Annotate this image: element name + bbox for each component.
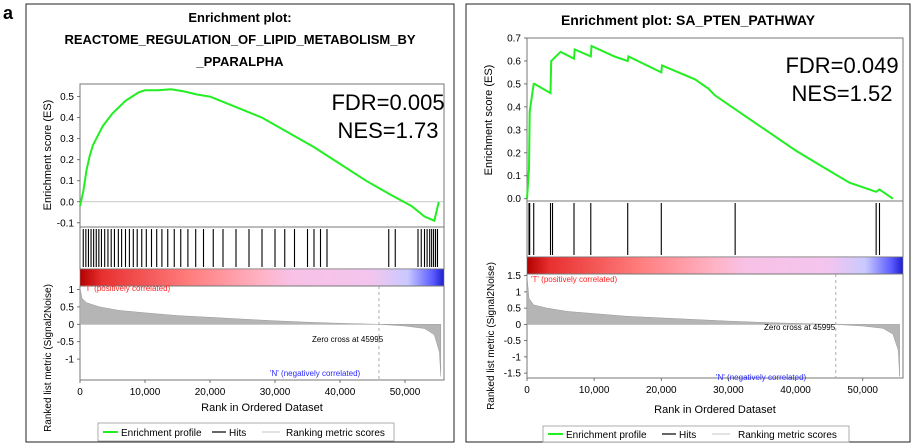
es-y-axis-label: Enrichment score (ES) <box>483 65 495 176</box>
rank-y-tick-label: 1 <box>68 285 74 296</box>
rank-y-tick-label: 0 <box>68 320 74 331</box>
x-tick-label: 40,000 <box>325 387 356 398</box>
x-tick-label: 0 <box>524 385 530 396</box>
rank-plot-frame <box>526 273 904 379</box>
es-y-ticks: 0.5 0.4 0.3 0.2 0.1 0.0 -0.1 <box>57 92 80 229</box>
rank-y-axis-label: Ranked list metric (Signal2Noise) <box>43 284 54 432</box>
x-ticks: 0 10,000 20,000 30,000 40,000 50,000 <box>77 380 421 398</box>
es-y-tick-label: 0.2 <box>60 155 74 166</box>
x-tick-label: 30,000 <box>260 387 291 398</box>
x-axis-label: Rank in Ordered Dataset <box>201 402 323 414</box>
rank-y-tick-label: -0.5 <box>57 337 75 348</box>
enrichment-profile-line <box>79 88 440 223</box>
x-tick-label: 50,000 <box>847 385 878 396</box>
zero-cross-label: Zero cross at 45995 <box>312 335 384 344</box>
rank-gradient-bar <box>526 256 904 275</box>
nes-annotation: NES=1.73 <box>338 118 439 143</box>
es-y-ticks: 0.7 0.6 0.5 0.4 0.3 0.2 0.1 0.0 <box>507 34 527 205</box>
rank-y-tick-label: -1 <box>512 352 521 363</box>
hits-strip <box>79 226 445 270</box>
es-y-axis-label: Enrichment score (ES) <box>42 100 54 211</box>
rank-y-tick-label: -1.5 <box>504 369 522 380</box>
es-y-tick-label: 0.0 <box>507 194 521 205</box>
x-tick-label: 20,000 <box>646 385 677 396</box>
es-y-tick-label: 0.2 <box>507 148 521 159</box>
fdr-annotation: FDR=0.005 <box>331 90 444 115</box>
rank-y-axis-label: Ranked list metric (Signal2Noise) <box>486 262 497 410</box>
x-tick-label: 30,000 <box>713 385 744 396</box>
es-y-tick-label: 0.5 <box>507 79 521 90</box>
x-tick-label: 40,000 <box>780 385 811 396</box>
es-y-tick-label: 0.4 <box>507 102 521 113</box>
fdr-annotation: FDR=0.049 <box>785 53 898 78</box>
rank-y-ticks: 1.5 1 0.5 0 -0.5 -1 -1.5 <box>504 271 527 380</box>
x-ticks: 0 10,000 20,000 30,000 40,000 50,000 <box>524 378 878 396</box>
es-plot-frame <box>526 37 904 202</box>
legend-enrichment-label: Enrichment profile <box>121 428 202 439</box>
rank-y-tick-label: -0.5 <box>504 336 522 347</box>
hits-strip <box>526 200 904 258</box>
rank-y-ticks: 1 0.5 0 -0.5 -1 <box>57 285 80 366</box>
x-axis-label: Rank in Ordered Dataset <box>654 404 776 416</box>
rank-y-tick-label: -1 <box>65 355 74 366</box>
ranking-metric-area <box>526 275 900 377</box>
negative-correlation-label: 'N' (negatively correlated) <box>270 369 361 378</box>
es-y-tick-label: 0.6 <box>507 56 521 67</box>
x-tick-label: 10,000 <box>579 385 610 396</box>
legend-hits-label: Hits <box>679 430 696 441</box>
es-plot-area: 0.5 0.4 0.3 0.2 0.1 0.0 -0.1 FDR=0.005 NES=1.7… <box>42 83 445 229</box>
legend: Enrichment profile Hits Ranking metric s… <box>97 422 395 442</box>
es-y-tick-label: 0.0 <box>60 197 74 208</box>
es-y-tick-label: -0.1 <box>57 218 75 229</box>
es-y-tick-label: 0.5 <box>60 92 74 103</box>
x-tick-label: 20,000 <box>195 387 226 398</box>
legend-box <box>542 425 850 443</box>
es-plot-area: 0.7 0.6 0.5 0.4 0.3 0.2 0.1 0.0 FDR=0.049 NES=1… <box>483 34 904 205</box>
legend-box <box>97 422 395 442</box>
legend-ranking-label: Ranking metric scores <box>738 430 837 441</box>
negative-correlation-label: 'N' (negatively correlated) <box>716 373 807 382</box>
enrichment-profile-line <box>526 44 894 200</box>
rank-y-tick-label: 1.5 <box>507 271 521 282</box>
chart-title-line-1: Enrichment plot: <box>188 10 291 25</box>
rank-y-tick-label: 0 <box>515 320 521 331</box>
rank-y-tick-label: 0.5 <box>507 304 521 315</box>
legend-ranking-label: Ranking metric scores <box>286 428 385 439</box>
rank-y-tick-label: 0.5 <box>60 302 74 313</box>
legend-enrichment-label: Enrichment profile <box>566 430 647 441</box>
es-y-tick-label: 0.1 <box>507 171 521 182</box>
legend: Enrichment profile Hits Ranking metric s… <box>542 425 850 443</box>
es-plot-frame <box>79 83 445 228</box>
hits-frame <box>526 200 904 258</box>
chart-title-line-2: REACTOME_REGULATION_OF_LIPID_METABOLISM_… <box>64 32 415 47</box>
es-y-tick-label: 0.3 <box>507 125 521 136</box>
zero-cross-label: Zero cross at 45995 <box>764 323 836 332</box>
hit-marks <box>528 203 881 255</box>
nes-annotation: NES=1.52 <box>792 81 893 106</box>
es-y-tick-label: 0.1 <box>60 176 74 187</box>
es-y-tick-label: 0.4 <box>60 113 74 124</box>
legend-hits-label: Hits <box>229 428 246 439</box>
ranking-metric-area <box>79 287 442 377</box>
es-y-tick-label: 0.7 <box>507 34 521 45</box>
es-y-tick-label: 0.3 <box>60 134 74 145</box>
ranked-metric-plot: 10.50-0.5-1 'T' (positively correlated) … <box>43 284 445 432</box>
x-tick-label: 0 <box>77 387 83 398</box>
hit-marks <box>82 229 439 267</box>
ranked-metric-plot: 1.5 1 0.5 0 -0.5 -1 -1.5 'T' (positively corre… <box>486 262 904 416</box>
x-tick-label: 10,000 <box>130 387 161 398</box>
correlation-gradient <box>526 256 904 275</box>
positive-correlation-label: 'T' (positively correlated) <box>531 275 618 284</box>
gsea-panel-1: Enrichment plot: REACTOME_REGULATION_OF_… <box>25 3 455 443</box>
rank-y-tick-label: 1 <box>515 287 521 298</box>
rank-plot-frame <box>79 285 445 381</box>
figure-panel-label: a <box>3 3 14 23</box>
x-tick-label: 50,000 <box>390 387 421 398</box>
chart-title-line-3: _PPARALPHA <box>195 54 284 69</box>
chart-title-line-1: Enrichment plot: SA_PTEN_PATHWAY <box>561 12 816 28</box>
positive-correlation-label: 'T' (positively correlated) <box>84 284 171 293</box>
gsea-panel-2: Enrichment plot: SA_PTEN_PATHWAY 0.70.60… <box>465 3 911 443</box>
